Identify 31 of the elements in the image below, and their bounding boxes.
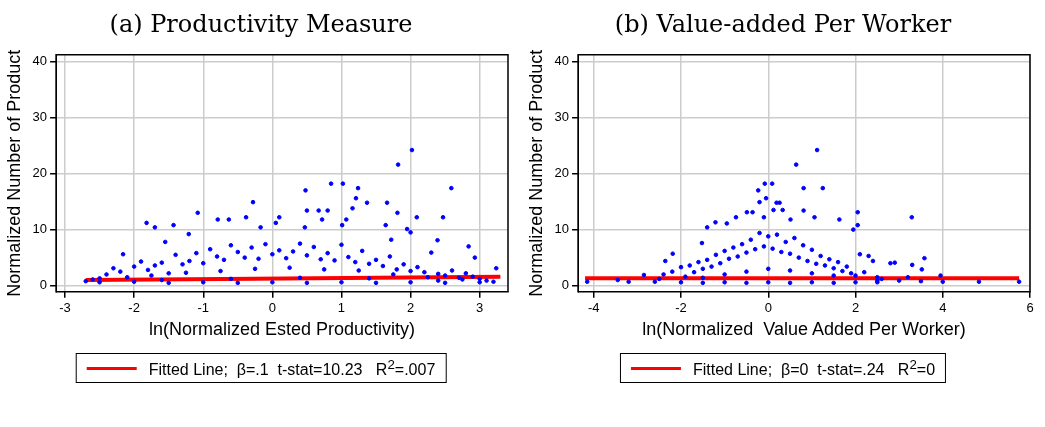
legend-label: Fitted Line; β=.1 t-stat=10.23 R$^{2}$=.007 xyxy=(148,357,436,380)
x-tick-label: -4 xyxy=(587,300,600,316)
y-tick-label: 20 xyxy=(32,165,48,181)
x-tick-label: 6 xyxy=(1026,300,1034,316)
x-tick-label: 2 xyxy=(851,300,860,316)
x-axis-title: ln(Normalized Ested Productivity) xyxy=(148,319,416,340)
y-tick-label: 30 xyxy=(32,109,48,125)
y-tick-label: 20 xyxy=(554,165,570,181)
y-axis-title: Normalized Number of Product xyxy=(3,49,24,297)
x-tick-label: 0 xyxy=(268,300,276,316)
y-tick-label: 40 xyxy=(32,53,48,69)
x-tick-label: 1 xyxy=(337,300,346,316)
x-tick-label: -1 xyxy=(197,300,210,316)
chart-title: (a) Productivity Measure xyxy=(108,9,414,40)
y-tick-label: 40 xyxy=(554,53,570,69)
x-tick-label: 2 xyxy=(406,300,415,316)
x-tick-label: -3 xyxy=(59,300,71,316)
y-tick-label: 10 xyxy=(32,221,48,237)
y-axis-title: Normalized Number of Product xyxy=(525,49,546,297)
chart-title: (b) Value-added Per Worker xyxy=(613,9,953,40)
x-axis-title: ln(Normalized Value Added Per Worker) xyxy=(642,319,966,340)
x-tick-label: -2 xyxy=(675,300,687,316)
y-tick-label: 0 xyxy=(39,277,48,293)
x-tick-label: 4 xyxy=(939,300,947,316)
y-tick-label: 10 xyxy=(554,221,570,237)
x-tick-label: 0 xyxy=(764,300,772,316)
x-tick-label: -2 xyxy=(128,300,140,316)
legend-label: Fitted Line; β=0 t-stat=.24 R$^{2}$=0 xyxy=(692,357,936,380)
x-tick-label: 3 xyxy=(476,300,484,316)
y-tick-label: 30 xyxy=(554,109,570,125)
y-tick-label: 0 xyxy=(561,277,570,293)
